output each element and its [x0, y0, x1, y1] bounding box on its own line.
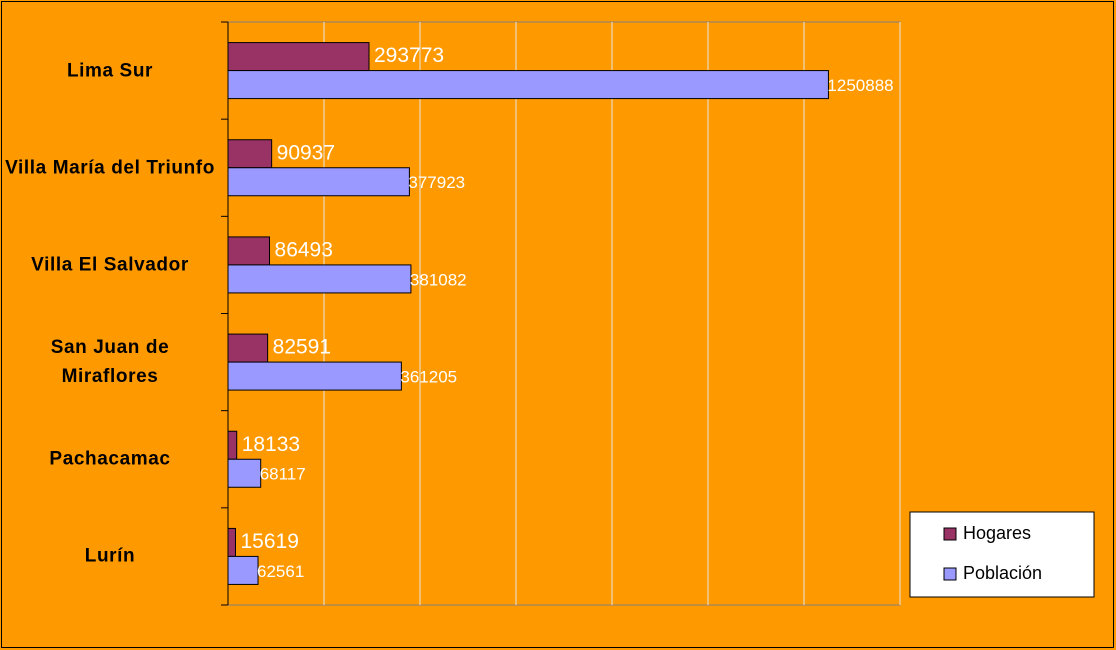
data-label: 377923 — [408, 173, 465, 192]
y-tick-label: San Juan de Miraflores — [50, 337, 170, 388]
bar — [227, 139, 273, 169]
bar — [227, 70, 829, 100]
data-label: 68117 — [260, 465, 306, 484]
y-tick-label: Lurín — [84, 545, 136, 567]
bar — [227, 264, 412, 294]
legend-label: Población — [963, 563, 1042, 583]
legend — [909, 511, 1095, 598]
y-tick-label: Pachacamac — [49, 448, 171, 470]
data-label: 86493 — [275, 238, 333, 261]
bar — [227, 333, 269, 363]
bar — [227, 167, 410, 197]
bar — [227, 430, 238, 460]
y-tick-label: Villa El Salvador — [31, 254, 189, 276]
data-label: 293773 — [374, 44, 444, 67]
data-label: 82591 — [273, 336, 331, 359]
data-label: 90937 — [277, 141, 335, 164]
bar — [227, 527, 236, 557]
data-label: 18133 — [242, 433, 300, 456]
data-label: 62561 — [257, 562, 304, 581]
plot-area — [227, 21, 901, 606]
y-tick-label: Lima Sur — [66, 60, 154, 82]
legend-swatch — [943, 567, 957, 581]
y-tick-label: Villa María del Triunfo — [5, 157, 215, 179]
legend-label: Hogares — [963, 523, 1031, 543]
data-label: 381082 — [410, 270, 467, 289]
data-label: 361205 — [400, 368, 457, 387]
data-label: 15619 — [240, 530, 298, 553]
bar — [227, 236, 271, 266]
bar — [227, 42, 370, 72]
bar — [227, 458, 262, 488]
bar — [227, 361, 402, 391]
legend-swatch — [943, 527, 957, 541]
bar — [227, 555, 259, 585]
data-label: 1250888 — [827, 76, 893, 95]
